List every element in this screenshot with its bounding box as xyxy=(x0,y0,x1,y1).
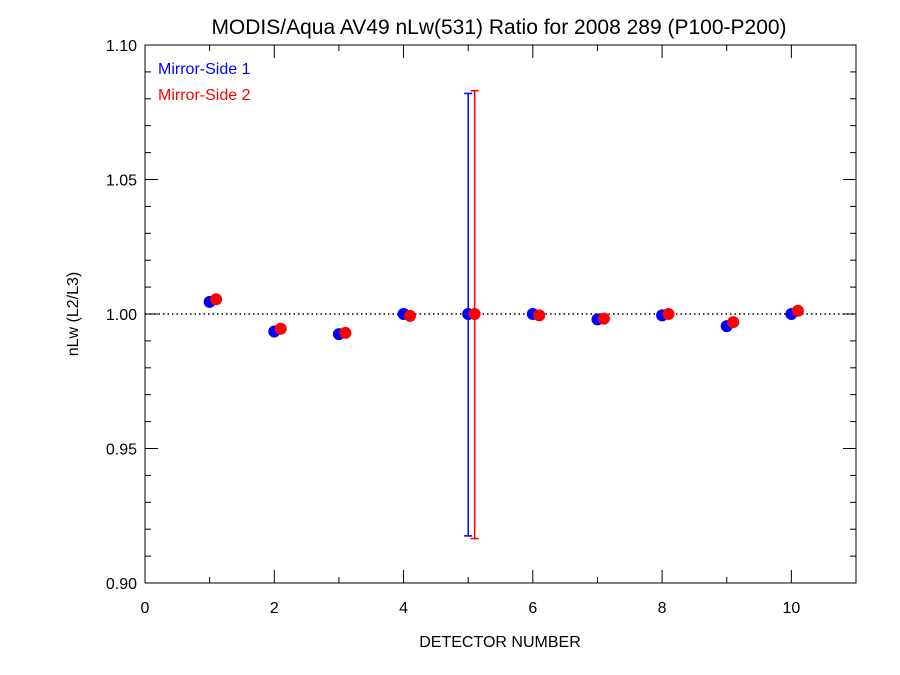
point-series-2 xyxy=(468,308,481,320)
x-tick-label: 4 xyxy=(399,600,408,617)
x-axis-label: DETECTOR NUMBER xyxy=(419,634,581,651)
point-series-2 xyxy=(597,312,610,325)
y-tick-label: 1.10 xyxy=(106,38,137,55)
x-tick-label: 0 xyxy=(141,600,150,617)
data-points xyxy=(203,293,804,341)
y-tick-label: 1.05 xyxy=(106,173,137,190)
axis-tick-labels: 0 2 4 6 8 10 0.90 0.95 1.00 1.05 1.10 xyxy=(106,38,801,617)
chart-title: MODIS/Aqua AV49 nLw(531) Ratio for 2008 … xyxy=(211,16,786,39)
point-series-2 xyxy=(662,308,675,320)
x-tick-label: 2 xyxy=(270,600,279,617)
y-tick-label: 0.95 xyxy=(106,442,137,459)
point-series-2 xyxy=(533,309,546,322)
point-series-2 xyxy=(727,316,740,329)
legend-entry-series-2: Mirror-Side 2 xyxy=(158,87,251,104)
y-axis-label: nLw (L2/L3) xyxy=(65,272,82,357)
y-tick-label: 1.00 xyxy=(106,307,137,324)
x-tick-label: 10 xyxy=(782,600,800,617)
x-tick-label: 8 xyxy=(658,600,667,617)
point-series-2 xyxy=(210,293,223,306)
axis-ticks xyxy=(144,44,857,584)
point-series-2 xyxy=(339,326,352,339)
x-tick-label: 6 xyxy=(528,600,537,617)
y-tick-label: 0.90 xyxy=(106,576,137,593)
legend: Mirror-Side 1 Mirror-Side 2 xyxy=(158,61,251,104)
legend-entry-series-1: Mirror-Side 1 xyxy=(158,61,251,78)
point-series-2 xyxy=(274,322,287,335)
point-series-2 xyxy=(791,304,804,317)
point-series-2 xyxy=(404,309,417,322)
